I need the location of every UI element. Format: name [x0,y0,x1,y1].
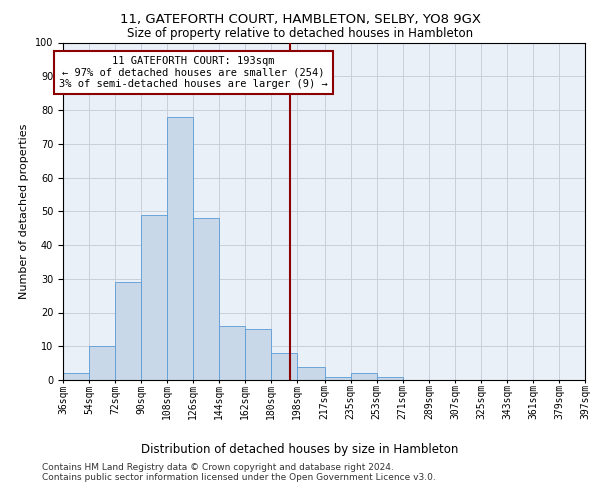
Bar [271,353,297,380]
Bar [167,116,193,380]
Text: Distribution of detached houses by size in Hambleton: Distribution of detached houses by size … [142,442,458,456]
Bar [245,330,271,380]
Bar [115,282,141,380]
Bar [377,376,403,380]
Text: Contains public sector information licensed under the Open Government Licence v3: Contains public sector information licen… [42,472,436,482]
Text: 11 GATEFORTH COURT: 193sqm
← 97% of detached houses are smaller (254)
3% of semi: 11 GATEFORTH COURT: 193sqm ← 97% of deta… [59,56,328,89]
Bar [193,218,219,380]
Text: Contains HM Land Registry data © Crown copyright and database right 2024.: Contains HM Land Registry data © Crown c… [42,462,394,471]
Bar [351,373,377,380]
Bar [141,214,167,380]
Bar [325,376,351,380]
Bar [297,366,325,380]
Y-axis label: Number of detached properties: Number of detached properties [19,124,29,299]
Text: Size of property relative to detached houses in Hambleton: Size of property relative to detached ho… [127,28,473,40]
Bar [89,346,115,380]
Bar [219,326,245,380]
Bar [63,373,89,380]
Text: 11, GATEFORTH COURT, HAMBLETON, SELBY, YO8 9GX: 11, GATEFORTH COURT, HAMBLETON, SELBY, Y… [119,12,481,26]
